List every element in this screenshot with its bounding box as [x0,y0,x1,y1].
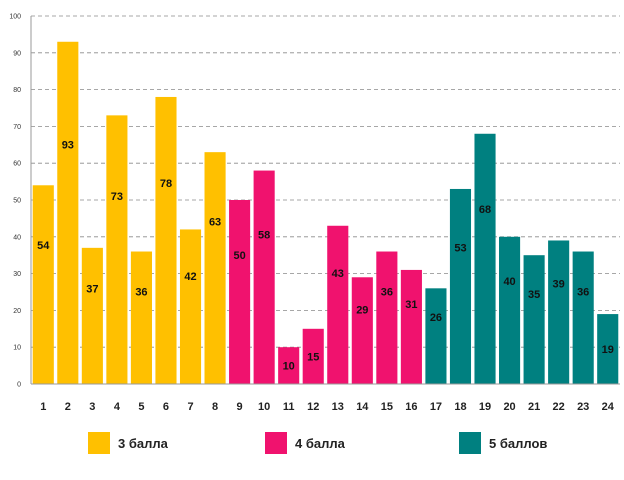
x-tick-label: 6 [163,401,169,413]
data-label-24: 19 [602,344,614,356]
x-tick-label: 3 [89,401,95,413]
legend-swatch-5-ballov [459,432,481,454]
x-tick-label: 20 [503,401,515,413]
legend-item-5-ballov: 5 баллов [459,432,547,454]
data-label-4: 73 [111,191,123,203]
bars [32,41,619,385]
bar-19 [474,133,496,384]
y-tick-label: 0 [17,382,21,389]
data-label-12: 15 [307,351,319,363]
x-tick-label: 19 [479,401,491,413]
x-tick-label: 10 [258,401,270,413]
x-tick-label: 2 [65,401,71,413]
bar-20 [499,236,521,384]
bar-17 [425,288,447,384]
bar-5 [130,251,152,384]
x-tick-label: 12 [307,401,319,413]
data-label-10: 58 [258,230,270,242]
data-label-2: 93 [62,139,74,151]
data-label-18: 53 [454,242,466,254]
data-label-16: 31 [405,299,417,311]
bar-22 [548,240,570,384]
data-label-3: 37 [86,284,98,296]
bar-1 [32,185,54,384]
x-tick-label: 13 [332,401,344,413]
legend-label-3-balla: 3 балла [118,435,168,451]
bar-3 [81,247,103,384]
bar-21 [523,255,545,384]
x-tick-label: 11 [283,401,295,413]
bar-6 [155,96,177,385]
bar-16 [400,269,422,384]
legend-swatch-4-balla [265,432,287,454]
data-label-14: 29 [356,304,368,316]
y-tick-label: 60 [13,161,21,168]
x-axis: 1 2 3 4 5 6 7 8 9 10 11 12 13 14 15 16 17 18 19 20 21 22 23 24 [31,383,620,413]
y-tick-label: 50 [13,198,21,205]
data-label-23: 36 [577,286,589,298]
x-tick-label: 1 [40,401,46,413]
legend-item-3-balla: 3 балла [88,432,168,454]
x-tick-label: 15 [381,401,393,413]
x-tick-label: 21 [528,401,540,413]
bar-4 [106,115,128,385]
bar-14 [351,277,373,384]
x-tick-label: 4 [114,401,121,413]
bar-23 [572,251,594,384]
y-tick-label: 10 [13,345,21,352]
data-label-11: 10 [283,361,295,373]
data-label-21: 35 [528,289,540,301]
y-tick-label: 70 [13,124,21,131]
legend-label-5-ballov: 5 баллов [489,435,548,451]
bar-10 [253,170,275,384]
data-label-5: 36 [135,286,147,298]
y-tick-label: 20 [13,308,21,315]
data-label-13: 43 [332,268,344,280]
bar-12 [302,328,324,384]
data-label-7: 42 [184,271,196,283]
data-labels: 54 93 37 73 36 78 42 63 50 58 10 15 43 29 36 31 26 53 68 40… [37,139,614,372]
bar-2 [57,41,79,384]
x-tick-label: 5 [138,401,144,413]
x-tick-label: 7 [187,401,193,413]
bar-11 [278,347,300,384]
x-tick-label: 9 [237,401,243,413]
bar-24 [597,314,619,384]
data-label-8: 63 [209,217,221,229]
y-tick-label: 30 [13,271,21,278]
x-tick-label: 14 [356,401,369,413]
data-label-19: 68 [479,204,491,216]
data-label-22: 39 [553,279,565,291]
data-label-20: 40 [503,276,515,288]
legend-label-4-balla: 4 балла [295,435,345,451]
y-axis: 0 10 20 30 40 50 60 70 80 90 100 [9,14,32,389]
legend-item-4-balla: 4 балла [265,432,345,454]
bar-15 [376,251,398,384]
data-label-17: 26 [430,312,442,324]
bar-13 [327,225,349,384]
x-tick-label: 8 [212,401,218,413]
data-label-1: 54 [37,240,50,252]
x-tick-label: 22 [553,401,565,413]
legend-swatch-3-balla [88,432,110,454]
y-tick-label: 100 [9,14,21,21]
x-tick-label: 24 [602,401,615,413]
y-tick-label: 40 [13,234,21,241]
x-tick-label: 18 [454,401,466,413]
y-tick-label: 90 [13,50,21,57]
bar-7 [179,229,202,384]
x-tick-label: 17 [430,401,442,413]
x-tick-label: 16 [405,401,417,413]
bar-18 [449,188,472,384]
data-label-6: 78 [160,178,172,190]
data-label-15: 36 [381,286,393,298]
y-tick-label: 80 [13,87,21,94]
bar-9 [229,200,251,384]
data-label-9: 50 [233,250,245,262]
x-tick-label: 23 [577,401,589,413]
gridlines [31,15,620,348]
bar-8 [204,152,226,384]
